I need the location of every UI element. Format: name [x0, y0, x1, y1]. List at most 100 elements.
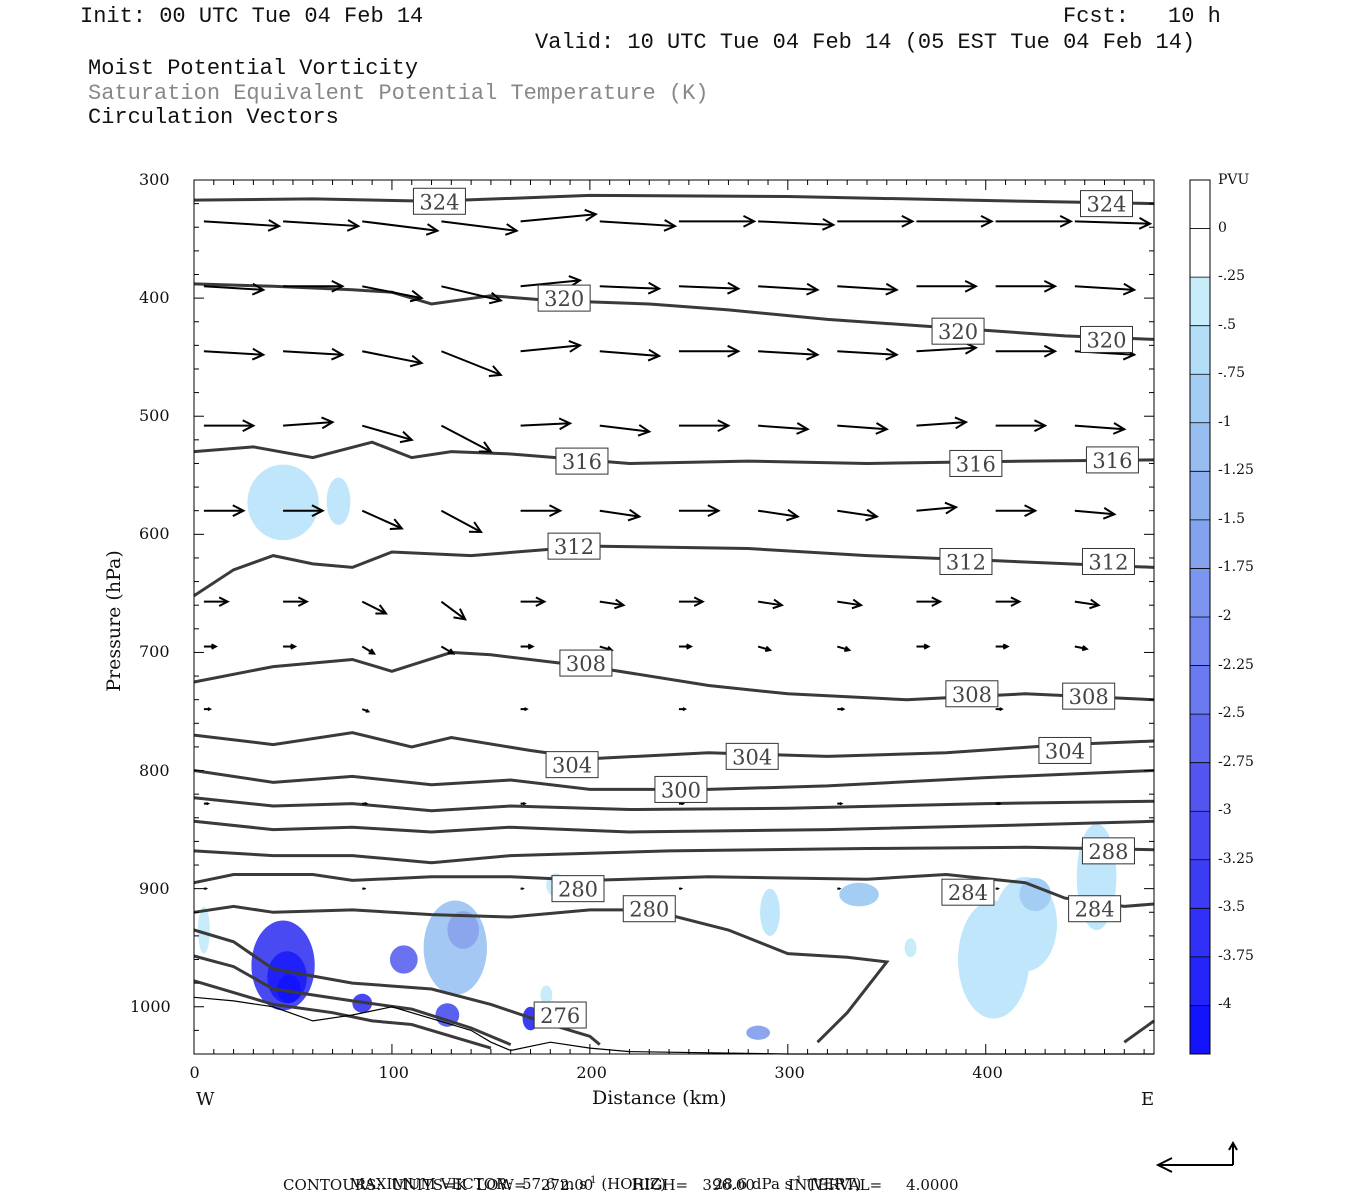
- vector-arrowhead: [521, 887, 525, 890]
- contour-label-box: [725, 742, 779, 770]
- vector-arrowhead: [1081, 645, 1089, 652]
- vector-arrowhead: [447, 648, 456, 655]
- colorbar-swatch: [1190, 762, 1210, 812]
- contour-label-box: [622, 895, 676, 923]
- vector-arrowhead: [364, 802, 369, 806]
- y-tick-label: 500: [139, 406, 170, 426]
- vector-arrowhead: [954, 416, 969, 430]
- vector-arrowhead: [409, 289, 424, 303]
- vector-arrowhead: [297, 596, 310, 607]
- circulation-vector: [837, 285, 897, 291]
- pv-shading: [197, 464, 1117, 1040]
- contour-line: [193, 769, 1155, 791]
- circulation-vector: [440, 645, 454, 655]
- contour-label-box: [1081, 547, 1135, 575]
- vector-arrowhead: [522, 802, 527, 806]
- vector-arrowhead: [693, 596, 705, 607]
- colorbar-swatch: [1190, 811, 1210, 861]
- circulation-vector: [362, 220, 438, 232]
- contour-line: [193, 845, 1155, 865]
- circulation-vector: [520, 422, 571, 427]
- contour-line: [193, 650, 1155, 702]
- contour-label-box: [1068, 895, 1122, 923]
- contour-line: [193, 954, 512, 1046]
- vector-arrowhead: [368, 648, 377, 655]
- vector-arrowhead: [1102, 507, 1117, 520]
- vector-arrowhead: [786, 508, 800, 522]
- vector-arrowhead: [251, 347, 266, 361]
- init-time: Init: 00 UTC Tue 04 Feb 14: [80, 4, 424, 29]
- colorbar-label: -1.75: [1218, 559, 1254, 576]
- contour-line: [193, 872, 1155, 908]
- contour-label: 308: [566, 652, 606, 676]
- circulation-vector: [1074, 285, 1135, 291]
- contour-label: 280: [629, 898, 669, 922]
- vector-arrowhead: [290, 643, 298, 650]
- colorbar-title: PVU: [1218, 172, 1250, 188]
- vector-arrowhead: [311, 504, 325, 518]
- circulation-vector: [520, 279, 581, 288]
- max-vector-vert: 28.6 dPa s: [713, 1175, 793, 1193]
- contour-label-box: [1062, 682, 1116, 710]
- circulation-vector: [599, 350, 660, 357]
- contour-label-box: [547, 532, 601, 560]
- vector-arrowhead: [1059, 214, 1074, 228]
- y-tick-label: 700: [139, 642, 170, 662]
- circulation-vector: [837, 600, 862, 607]
- contour-label-box: [654, 775, 708, 803]
- vert-exponent: -1: [792, 1175, 803, 1186]
- vector-arrowhead: [707, 504, 721, 518]
- vector-arrowhead: [931, 596, 943, 607]
- circulation-vector: [916, 506, 957, 512]
- colorbar-label: -3.25: [1218, 850, 1254, 867]
- colorbar-swatch: [1190, 908, 1210, 958]
- vector-arrowhead: [331, 347, 345, 361]
- vector-arrowhead: [999, 707, 1004, 712]
- vector-arrowhead: [584, 208, 599, 222]
- circulation-vector: [599, 424, 650, 433]
- vector-arrowhead: [682, 707, 688, 712]
- contour-label: 304: [552, 754, 592, 778]
- contour-label-box: [939, 547, 993, 575]
- x-axis-title: Distance (km): [592, 1087, 727, 1109]
- circulation-vector: [599, 509, 640, 518]
- vector-arrowhead: [964, 279, 979, 293]
- contour-label: 320: [544, 287, 584, 311]
- vector-arrowhead: [1010, 596, 1022, 607]
- circulation-vector: [203, 285, 264, 291]
- pv-colorbar: [1189, 179, 1211, 1055]
- vector-arrowhead: [839, 802, 844, 806]
- circulation-vector: [361, 645, 375, 655]
- colorbar-swatch: [1190, 1005, 1210, 1055]
- terrain-line: [193, 996, 1154, 1055]
- y-tick-label: 400: [139, 288, 170, 308]
- footer-contours: CONTOURS: UNITS=K LOW= 272.00 HIGH= 396.…: [283, 1176, 959, 1194]
- vector-arrowhead: [204, 887, 209, 890]
- contour-label: 316: [562, 450, 602, 474]
- circulation-vector: [758, 424, 808, 431]
- contour-label-box: [949, 449, 1003, 477]
- vector-arrowhead: [1138, 217, 1153, 230]
- vector-arrowhead: [211, 643, 218, 650]
- circulation-vector: [837, 424, 887, 431]
- pv-area: [197, 906, 210, 954]
- contour-line: [193, 979, 492, 1050]
- vector-arrowhead: [205, 802, 211, 806]
- colorbar-swatch: [1190, 422, 1210, 472]
- y-tick-label: 800: [139, 760, 170, 780]
- colorbar-label: -2.25: [1218, 656, 1254, 673]
- circulation-vector: [283, 350, 343, 356]
- colorbar-swatch: [1190, 859, 1210, 909]
- circulation-vector: [520, 213, 596, 223]
- pv-area: [839, 882, 879, 907]
- colorbar-swatch: [1190, 471, 1210, 521]
- vector-arrowhead: [346, 219, 361, 232]
- colorbar-swatch: [1190, 228, 1210, 278]
- contour-label-box: [559, 649, 613, 677]
- colorbar-swatch: [1190, 374, 1210, 424]
- circulation-vector: [441, 350, 502, 376]
- colorbar-swatch: [1190, 519, 1210, 569]
- colorbar-swatch: [1190, 714, 1210, 764]
- contour-label: 308: [952, 683, 992, 707]
